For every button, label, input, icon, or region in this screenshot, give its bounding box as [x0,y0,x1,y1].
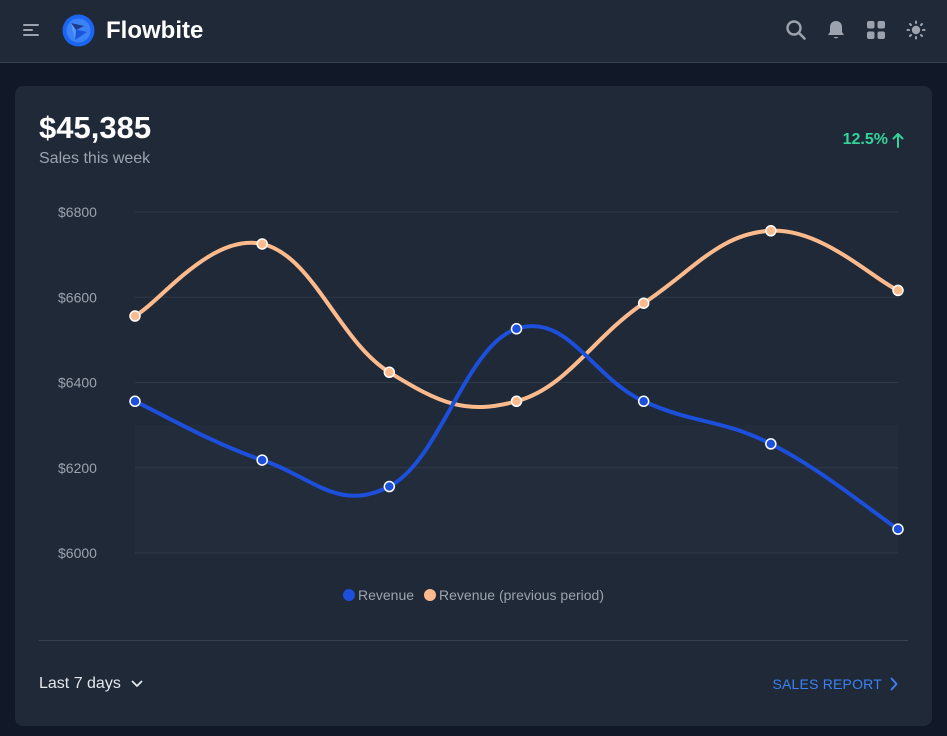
data-point-revenue [892,523,904,535]
y-tick-label: $6000 [58,545,97,561]
y-tick-label: $6600 [58,289,97,305]
legend-dot-previous [424,589,437,601]
date-range-dropdown[interactable]: Last 7 days [39,674,143,694]
data-point-revenue [510,323,523,335]
sales-line-chart: $6800 $6600 $6400 $6200 $6000 [58,204,904,561]
apps-icon [867,21,885,39]
search-button[interactable] [780,14,812,46]
data-point-revenue [765,438,777,450]
data-point-revenue [256,454,268,466]
sales-card: $45,385 Sales this week 12.5% $6800 $6600… [15,86,932,726]
legend-label-previous: Revenue (previous period) [439,587,605,603]
sales-report-label: SALES REPORT [772,676,882,692]
data-point-previous [383,366,396,379]
percent-change-badge: 12.5% [843,130,904,150]
apps-button[interactable] [860,14,892,46]
legend-dot-revenue [342,589,355,601]
data-point-previous [256,238,268,250]
data-point-previous [510,395,523,408]
y-tick-label: $6400 [58,375,97,391]
legend-item-revenue[interactable]: Revenue [342,586,415,604]
legend-label-revenue: Revenue [357,587,415,603]
menu-icon [23,24,39,36]
chart-area-fill [135,425,898,553]
theme-toggle-button[interactable] [900,14,932,46]
data-point-revenue [637,395,650,408]
data-point-previous [892,284,904,297]
data-point-previous [637,297,650,309]
chevron-right-icon [890,677,898,691]
chart-legend: Revenue Revenue (previous period) [15,586,932,604]
notifications-button[interactable] [820,14,852,46]
data-point-previous [129,310,141,322]
percent-change-value: 12.5% [842,131,888,148]
sun-icon [906,20,926,40]
data-point-revenue [129,395,141,408]
search-icon [786,20,806,40]
bell-icon [828,21,844,39]
legend-item-previous[interactable]: Revenue (previous period) [424,586,604,604]
series-line-previous [133,228,900,409]
brand-name[interactable]: Flowbite [106,17,204,44]
sales-subtitle: Sales this week [39,150,151,167]
data-point-revenue [383,480,396,493]
card-divider [39,640,908,641]
y-tick-label: $6200 [58,460,97,476]
chevron-down-icon [131,680,143,687]
date-range-label: Last 7 days [39,675,121,692]
top-navbar: Flowbite [0,0,947,63]
sales-amount: $45,385 [39,110,152,145]
arrow-up-icon [892,133,904,148]
flowbite-logo-icon[interactable] [62,14,95,47]
sales-report-link[interactable]: SALES REPORT [772,675,898,693]
y-tick-label: $6800 [58,204,97,220]
menu-toggle-button[interactable] [15,14,47,46]
data-point-previous [765,225,777,237]
